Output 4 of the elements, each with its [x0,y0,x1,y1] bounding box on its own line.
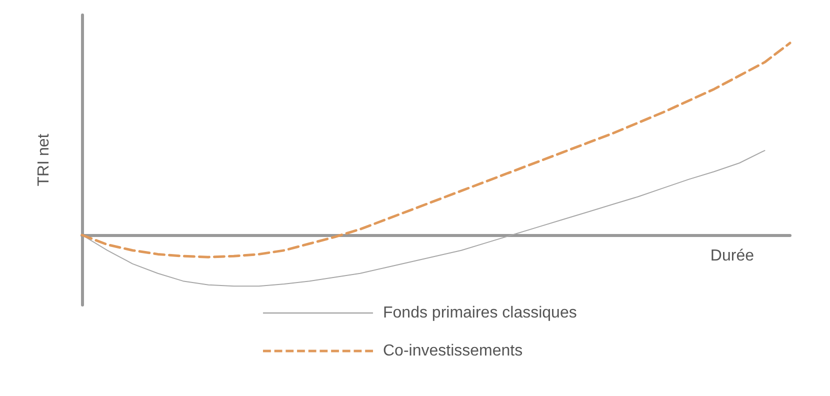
text: Fonds primaires classiques [383,304,577,322]
x-axis-title: Durée [710,248,754,264]
y-axis-title: TRI net [36,133,52,186]
legend-label: Co-investissements [383,342,523,360]
